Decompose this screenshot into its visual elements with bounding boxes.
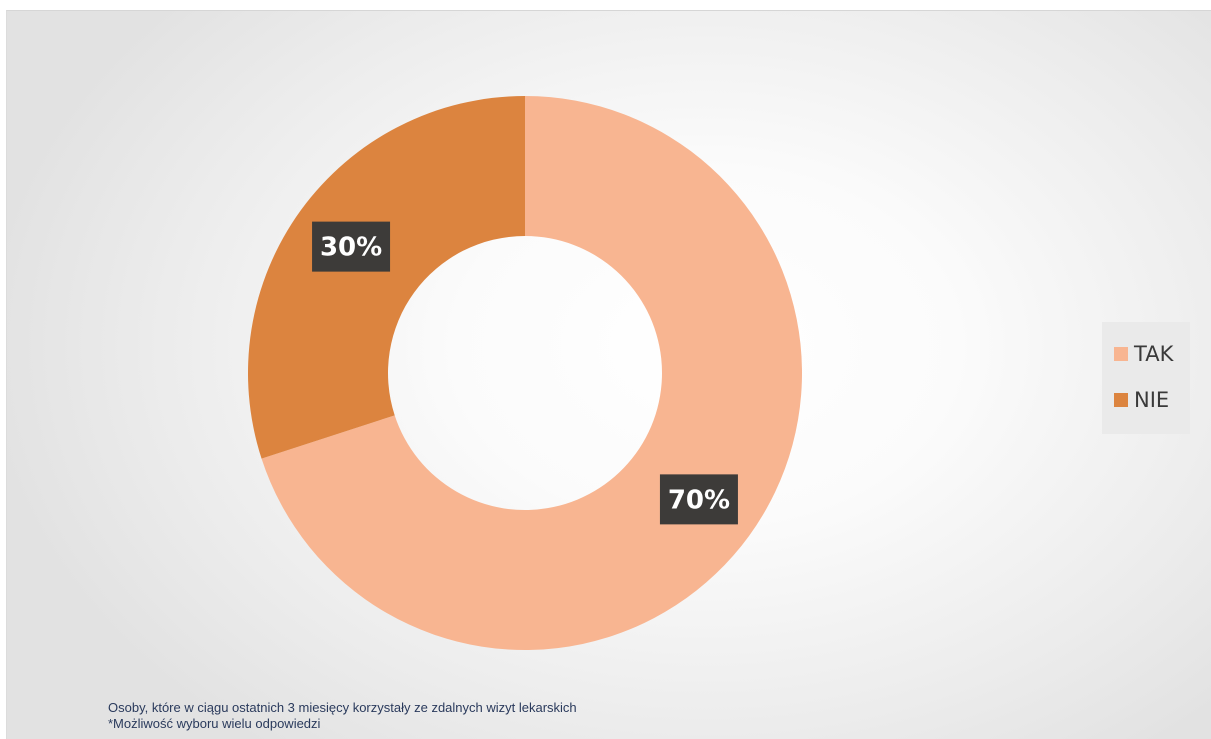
svg-text:30%: 30% bbox=[320, 233, 382, 263]
legend-item-tak: TAK bbox=[1114, 339, 1173, 369]
footnote: Osoby, które w ciągu ostatnich 3 miesięc… bbox=[108, 700, 577, 732]
svg-text:70%: 70% bbox=[668, 485, 730, 515]
legend-swatch-nie bbox=[1114, 393, 1128, 407]
data-label-tak: 70% bbox=[659, 474, 738, 525]
legend-label-nie: NIE bbox=[1134, 388, 1170, 412]
legend-swatch-tak bbox=[1114, 347, 1128, 361]
legend-item-nie: NIE bbox=[1114, 385, 1169, 415]
footnote-line-2: *Możliwość wyboru wielu odpowiedzi bbox=[108, 716, 321, 731]
legend: TAK NIE bbox=[1102, 322, 1190, 434]
legend-label-tak: TAK bbox=[1134, 342, 1174, 366]
data-labels-group: 70% 30% bbox=[312, 221, 738, 525]
slice-nie bbox=[247, 96, 525, 459]
footnote-line-1: Osoby, które w ciągu ostatnich 3 miesięc… bbox=[108, 700, 577, 715]
slices-group bbox=[247, 96, 803, 650]
data-label-nie: 30% bbox=[312, 221, 391, 272]
